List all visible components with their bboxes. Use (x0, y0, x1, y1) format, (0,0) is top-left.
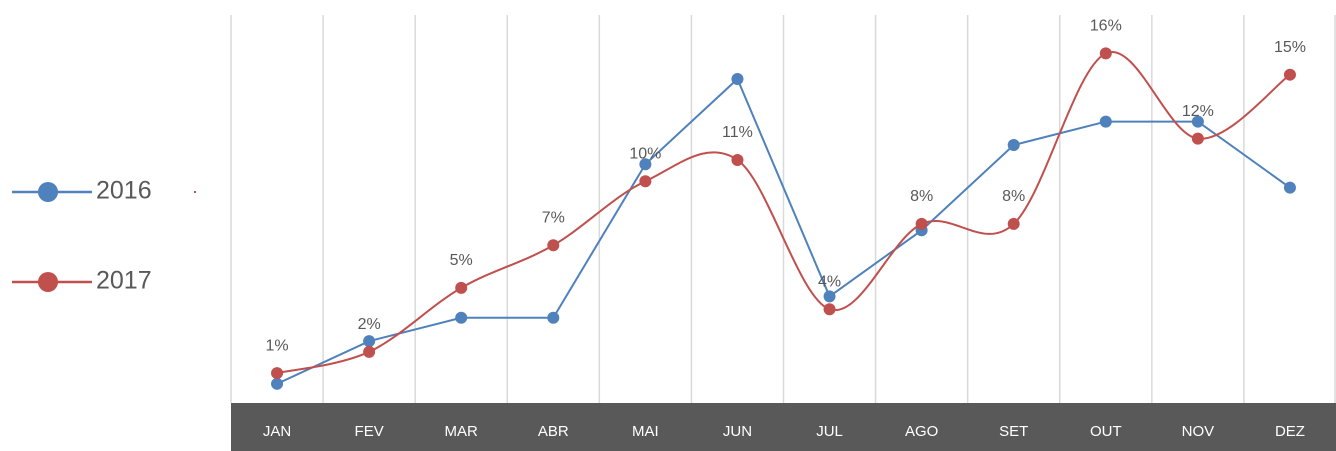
data-point (455, 311, 468, 324)
data-point (547, 239, 560, 252)
x-tick-label: SET (999, 423, 1028, 440)
data-label: 10% (629, 146, 661, 163)
data-label: 8% (910, 188, 933, 205)
data-point (547, 311, 560, 324)
x-tick-label: AGO (905, 423, 938, 440)
x-tick-label: FEV (355, 423, 384, 440)
x-tick-label: JUN (723, 423, 752, 440)
data-point (1099, 115, 1112, 128)
series-line (276, 77, 1291, 385)
data-point (639, 175, 652, 188)
x-tick-label: JUL (816, 423, 843, 440)
x-axis-band (231, 403, 1336, 451)
data-point (639, 158, 652, 171)
data-label: 16% (1090, 18, 1122, 35)
x-tick-label: ABR (538, 423, 569, 440)
data-label: 5% (450, 252, 473, 269)
x-tick-label: JAN (263, 423, 291, 440)
data-point (823, 303, 836, 316)
data-point (1007, 217, 1020, 230)
data-point (1099, 47, 1112, 60)
x-tick-label: DEZ (1275, 423, 1305, 440)
data-point (1007, 139, 1020, 152)
data-label: 4% (818, 273, 841, 290)
data-point (363, 335, 376, 348)
data-point (1283, 68, 1296, 81)
data-point (1191, 132, 1204, 145)
data-label: 1% (265, 337, 288, 354)
data-point (731, 153, 744, 166)
x-tick-label: MAR (445, 423, 479, 440)
data-label: 12% (1182, 103, 1214, 120)
data-point (731, 72, 744, 85)
legend-marker (38, 272, 58, 292)
legend-label: 2017 (96, 267, 152, 295)
data-point (1191, 115, 1204, 128)
data-label: 11% (722, 124, 753, 141)
data-point (455, 281, 468, 294)
data-point (1283, 181, 1296, 194)
x-tick-label: NOV (1182, 423, 1215, 440)
x-tick-label: OUT (1090, 423, 1122, 440)
data-label: 2% (358, 316, 381, 333)
legend-label: 2016 (96, 177, 152, 205)
data-point (915, 217, 928, 230)
legend-marker (38, 182, 58, 202)
data-point (271, 367, 284, 380)
data-point (271, 377, 284, 390)
data-point (823, 290, 836, 303)
x-tick-label: MAI (632, 423, 659, 440)
data-label: 15% (1274, 39, 1306, 56)
data-label: 8% (1002, 188, 1025, 205)
legend-dot (194, 191, 196, 193)
data-point (363, 345, 376, 358)
data-label: 7% (542, 209, 565, 226)
